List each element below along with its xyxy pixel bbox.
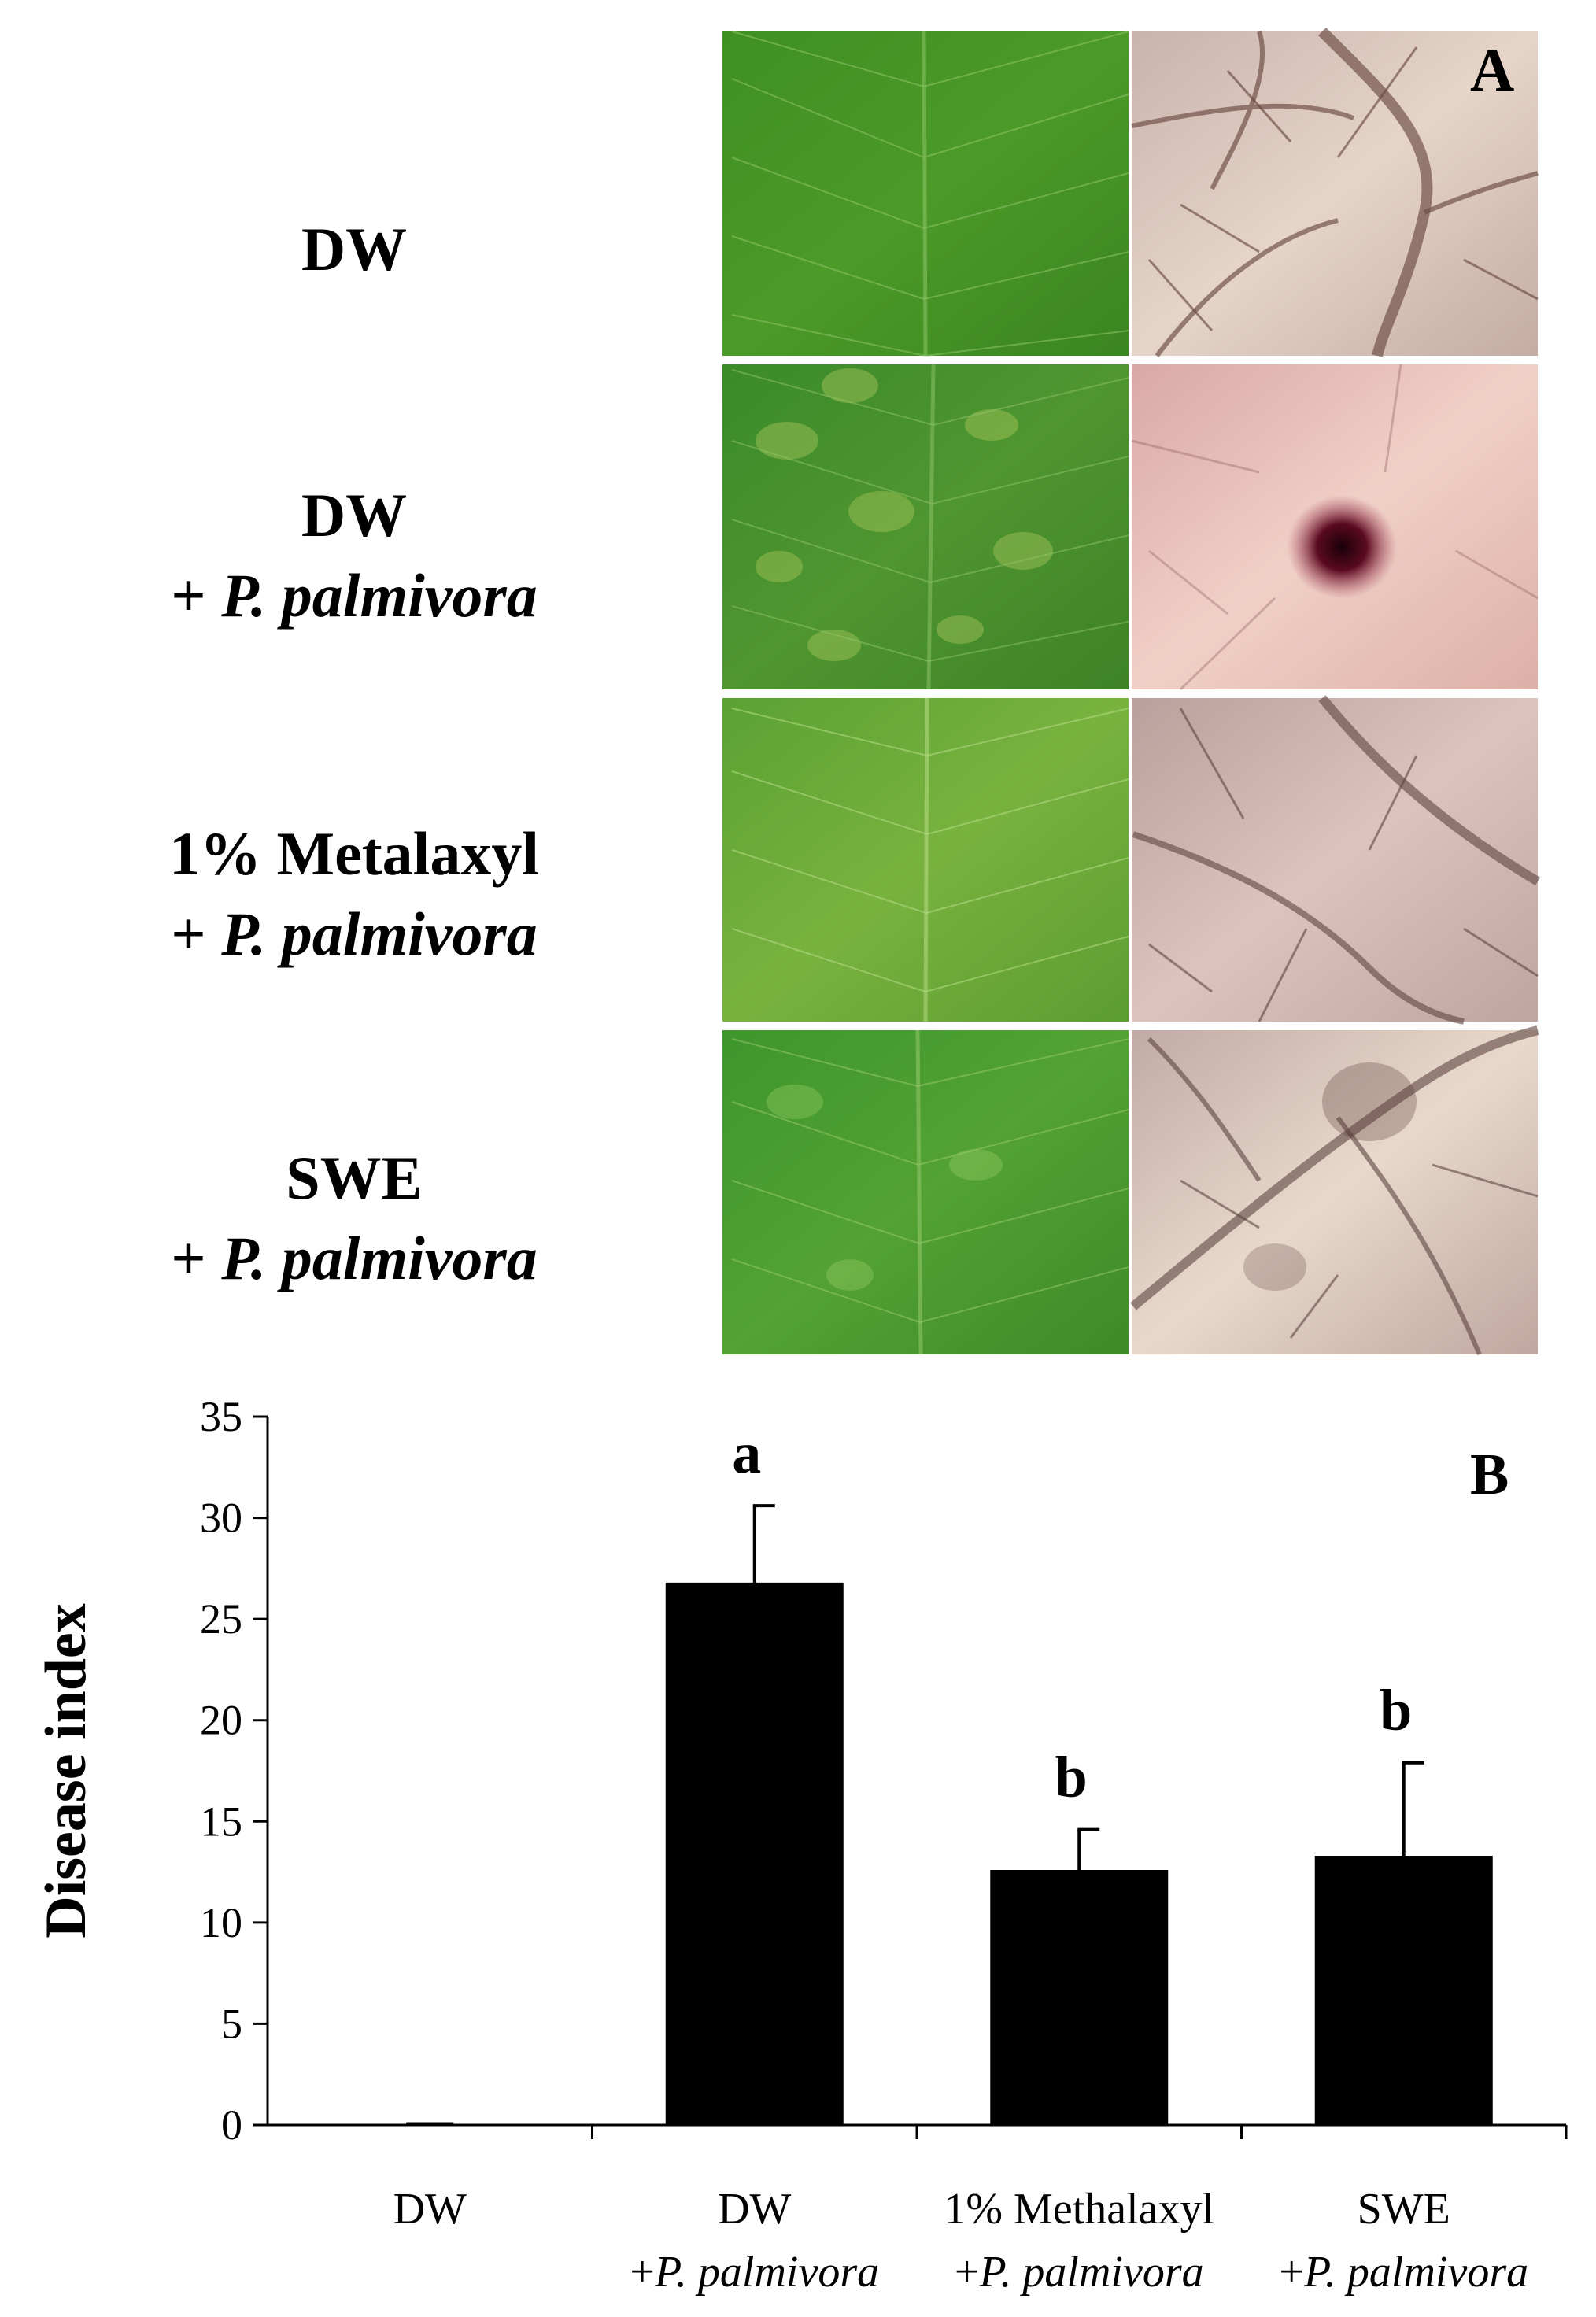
row-label-3-line1: 1% Metalaxyl xyxy=(168,819,540,888)
significance-letter: b xyxy=(1055,1746,1088,1810)
significance-letter: b xyxy=(1380,1679,1412,1743)
row-label-4: SWE + P. palmivora xyxy=(79,1138,630,1299)
x-category-label-line2: +P. palmivora xyxy=(1279,2248,1528,2297)
x-category-label: SWE xyxy=(1358,2185,1450,2234)
row-label-3: 1% Metalaxyl + P. palmivora xyxy=(79,814,630,974)
y-tick-label: 35 xyxy=(200,1393,242,1440)
row-label-4-line2: + P. palmivora xyxy=(171,1224,538,1292)
leaf-photo-swe xyxy=(722,1030,1129,1354)
bar xyxy=(990,1870,1169,2125)
y-tick-label: 10 xyxy=(200,1899,242,1946)
row-label-4-line1: SWE xyxy=(286,1144,423,1212)
row-label-1-line1: DW xyxy=(301,215,408,283)
significance-letter: a xyxy=(732,1421,761,1486)
row-label-3-line2: + P. palmivora xyxy=(171,900,538,968)
row-label-2-line2: + P. palmivora xyxy=(171,561,538,630)
y-tick-label: 5 xyxy=(221,2000,242,2047)
row-label-1: DW xyxy=(79,209,630,290)
leaf-lesion-spots xyxy=(756,368,1053,661)
stain-veins xyxy=(1131,28,1539,357)
bar-chart: a b b 0 5 10 15 20 25 30 35 Disease index B DW DW +P. … xyxy=(34,1393,1568,2297)
x-category-label: 1% Methalaxyl xyxy=(944,2185,1214,2234)
y-axis-title: Disease index xyxy=(34,1603,98,1938)
y-tick-label: 25 xyxy=(200,1595,242,1643)
x-category-label-line2: +P. palmivora xyxy=(630,2248,879,2297)
y-tick-label: 30 xyxy=(200,1495,242,1542)
panel-a-photos xyxy=(722,28,1541,1356)
x-category-label: DW xyxy=(718,2185,791,2234)
lesion-stain xyxy=(1287,495,1397,599)
leaf-veins xyxy=(731,31,1129,357)
row-label-2-line1: DW xyxy=(301,481,408,549)
panel-letter-b: B xyxy=(1470,1443,1509,1507)
bar xyxy=(1314,1856,1493,2125)
stained-leaf-metalaxyl xyxy=(1132,698,1538,1022)
x-category-label-line2: +P. palmivora xyxy=(955,2248,1204,2297)
panel-letter-a: A xyxy=(1470,35,1515,104)
y-tick-label: 0 xyxy=(221,2101,242,2149)
y-tick-label: 15 xyxy=(200,1798,242,1845)
y-tick-label: 20 xyxy=(200,1697,242,1744)
x-category-label: DW xyxy=(393,2185,467,2234)
leaf-photo-dw-infected xyxy=(722,364,1129,689)
row-label-2: DW + P. palmivora xyxy=(79,475,630,636)
bar xyxy=(665,1582,844,2125)
